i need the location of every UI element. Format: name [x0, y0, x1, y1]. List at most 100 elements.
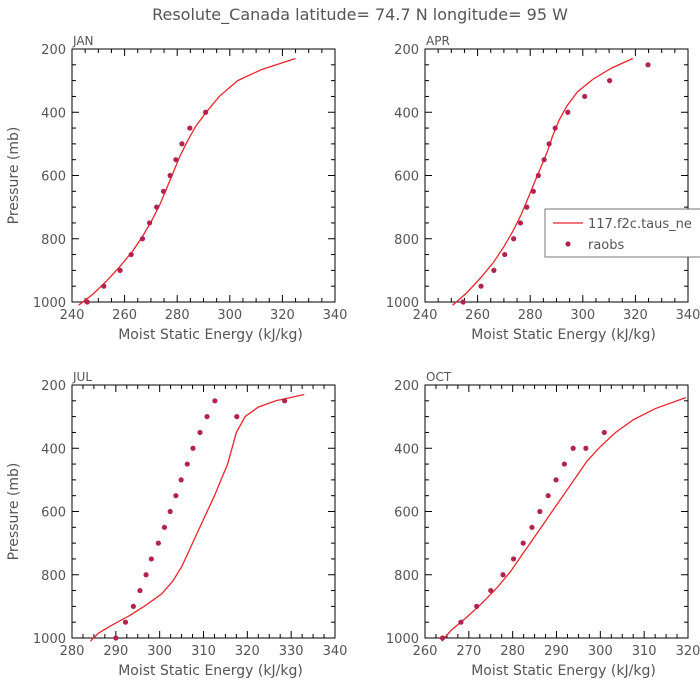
y-tick-label: 400: [394, 106, 419, 121]
x-tick-label: 290: [544, 644, 569, 659]
legend-box: [544, 208, 700, 258]
y-tick-label: 1000: [33, 632, 66, 647]
y-tick-label: 600: [41, 506, 66, 521]
raobs-point: [234, 414, 240, 420]
raobs-point: [601, 429, 607, 436]
raobs-point: [570, 445, 576, 451]
x-tick-label: 280: [518, 308, 543, 323]
raobs-point: [146, 220, 153, 226]
raobs-point: [545, 493, 551, 499]
raobs-point: [161, 524, 168, 530]
raobs-point: [546, 141, 552, 147]
raobs-point: [537, 508, 543, 515]
x-tick-label: 320: [235, 644, 260, 659]
raobs-point: [113, 635, 119, 641]
raobs-point: [184, 461, 190, 467]
x-tick-label: 280: [60, 644, 85, 659]
raobs-point: [179, 141, 185, 147]
raobs-point: [488, 587, 494, 594]
y-axis-label: Pressure (mb): [6, 463, 22, 561]
x-tick-label: 270: [456, 644, 481, 659]
panels-group: JAN 240 260 280 300 320 340 1000 800 600 400 200 Moi…: [6, 34, 700, 679]
raobs-point: [117, 267, 123, 273]
raobs-point: [517, 220, 524, 226]
y-tick-label: 800: [394, 233, 419, 248]
raobs-point: [510, 556, 517, 562]
x-tick-label: 310: [632, 644, 657, 659]
raobs-point: [535, 172, 541, 179]
raobs-point: [155, 540, 161, 546]
x-tick-label: 330: [279, 644, 304, 659]
y-tick-label: 1000: [386, 632, 419, 647]
raobs-point: [173, 157, 179, 163]
x-axis-label: Moist Static Energy (kJ/kg): [471, 663, 656, 679]
x-tick-label: 240: [413, 308, 438, 323]
raobs-point: [212, 398, 218, 404]
raobs-point: [552, 125, 558, 131]
raobs-point: [128, 251, 134, 258]
raobs-point: [173, 493, 179, 499]
raobs-point: [190, 445, 196, 451]
raobs-point: [529, 524, 535, 530]
raobs-point: [553, 477, 559, 483]
raobs-point: [160, 188, 167, 194]
panel-label: OCT: [426, 370, 452, 384]
x-tick-label: 320: [623, 308, 648, 323]
raobs-point: [130, 603, 136, 609]
raobs-point: [645, 62, 651, 68]
figure-title: Resolute_Canada latitude= 74.7 N longitu…: [152, 5, 568, 25]
raobs-point: [197, 429, 203, 436]
y-axis-label: Pressure (mb): [6, 127, 22, 225]
y-tick-label: 800: [41, 569, 66, 584]
raobs-point: [143, 572, 149, 578]
raobs-point: [281, 398, 288, 404]
raobs-point: [167, 508, 173, 515]
raobs-point: [460, 299, 466, 305]
raobs-point: [203, 109, 209, 115]
plot-frame: [71, 384, 336, 639]
x-tick-label: 280: [165, 308, 190, 323]
panel-apr: APR 240 260 280 300 320 340 1000 800 600 400 200 Moi…: [386, 34, 700, 343]
panel-jul: JUL 280 290 300 310 320 330 340 1000 800 600 400 200…: [6, 370, 347, 679]
y-tick-label: 200: [394, 379, 419, 394]
panel-jan: JAN 240 260 280 300 320 340 1000 800 600 400 200 Moi…: [6, 34, 347, 343]
x-tick-label: 300: [147, 644, 172, 659]
y-tick-label: 800: [41, 233, 66, 248]
panel-oct: OCT 260 270 280 290 300 310 320 1000 800 600 400 200…: [386, 370, 700, 679]
raobs-point: [524, 204, 530, 210]
x-tick-label: 290: [103, 644, 128, 659]
model-series-line: [78, 57, 296, 306]
raobs-point: [458, 619, 464, 625]
x-tick-label: 260: [465, 308, 490, 323]
raobs-point: [478, 283, 484, 289]
raobs-point: [148, 556, 154, 562]
raobs-point: [541, 157, 547, 163]
x-tick-label: 260: [413, 644, 438, 659]
legend-obs-swatch: [565, 241, 571, 247]
raobs-point: [530, 188, 536, 194]
model-series-line: [89, 393, 305, 642]
raobs-point: [167, 172, 173, 179]
y-tick-label: 400: [41, 442, 66, 457]
x-tick-label: 340: [676, 308, 700, 323]
y-tick-label: 600: [41, 170, 66, 185]
raobs-point: [187, 125, 193, 131]
raobs-point: [565, 109, 571, 115]
raobs-point: [474, 603, 480, 609]
panel-label: JAN: [72, 34, 94, 48]
raobs-point: [502, 251, 508, 258]
x-tick-label: 340: [323, 644, 348, 659]
y-tick-label: 1000: [33, 296, 66, 311]
raobs-point: [520, 540, 526, 546]
raobs-point: [122, 619, 129, 625]
raobs-point: [439, 635, 446, 641]
x-tick-label: 260: [112, 308, 137, 323]
plot-frame: [71, 48, 336, 303]
raobs-point: [511, 236, 517, 242]
raobs-point: [583, 445, 589, 451]
y-tick-label: 200: [394, 43, 419, 58]
plot-frame: [424, 384, 689, 639]
x-tick-label: 340: [323, 308, 348, 323]
model-series-line: [452, 57, 634, 306]
